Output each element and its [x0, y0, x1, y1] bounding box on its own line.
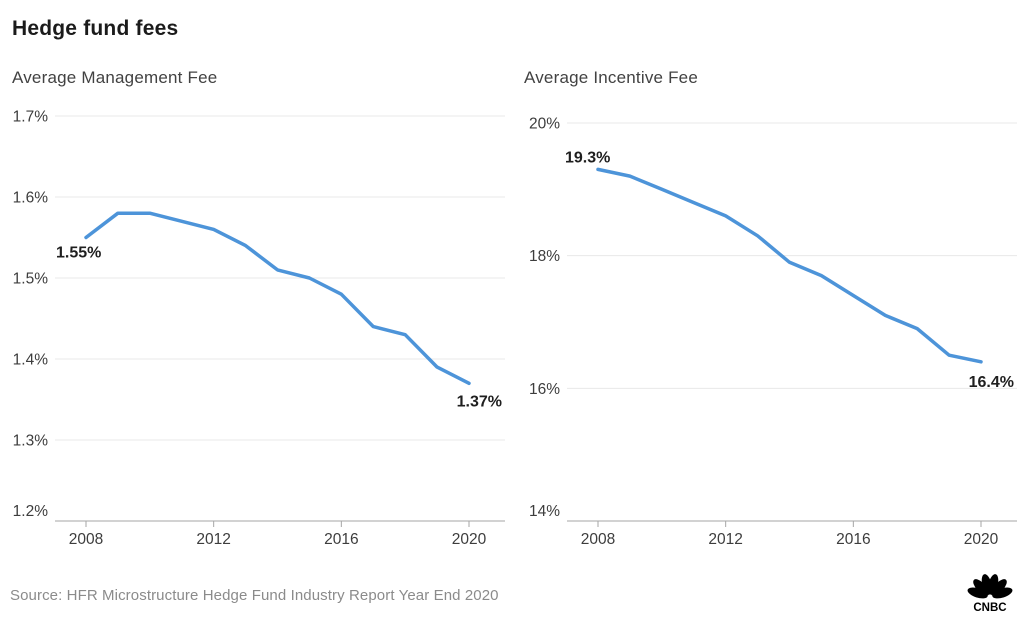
x-tick-label: 2016	[836, 531, 870, 548]
cnbc-peacock-icon	[967, 574, 1013, 599]
cnbc-logo: CNBC	[967, 574, 1013, 613]
x-tick-label: 2008	[69, 531, 103, 548]
management-fee-chart: 1.7% 1.6% 1.5% 1.4% 1.3% 1.2% 2008 2012 2016 2020…	[0, 95, 512, 565]
y-axis-label: 1.7%	[13, 109, 49, 126]
incentive-fee-subtitle: Average Incentive Fee	[524, 68, 698, 87]
y-axis-label: 1.3%	[13, 433, 49, 450]
last-point-label: 16.4%	[969, 374, 1014, 391]
x-tick-label: 2012	[708, 531, 742, 548]
y-axis-label: 14%	[529, 503, 560, 520]
page-title: Hedge fund fees	[12, 17, 179, 40]
x-tick-label: 2016	[324, 531, 358, 548]
source-text: Source: HFR Microstructure Hedge Fund In…	[10, 587, 499, 604]
cnbc-logo-text: CNBC	[973, 602, 1006, 613]
first-point-label: 19.3%	[565, 149, 610, 166]
y-axis-label: 16%	[529, 381, 560, 398]
management-fee-subtitle: Average Management Fee	[12, 68, 218, 87]
incentive-fee-chart: 20% 18% 16% 14% 2008 2012 2016 2020 19.3% 16.4%	[512, 95, 1024, 565]
y-axis-label: 1.4%	[13, 352, 49, 369]
fee-chart-svg: 20% 18% 16% 14% 2008 2012 2016 2020 19.3% 16.4%	[529, 116, 1017, 548]
y-axis-label: 1.5%	[13, 271, 49, 288]
x-tick-label: 2012	[196, 531, 230, 548]
fee-chart-svg: 1.7% 1.6% 1.5% 1.4% 1.3% 1.2% 2008 2012 2016 2020…	[13, 109, 505, 548]
y-axis-label: 20%	[529, 116, 560, 133]
last-point-label: 1.37%	[457, 393, 502, 410]
y-axis-label: 18%	[529, 248, 560, 265]
y-axis-label: 1.6%	[13, 190, 49, 207]
x-tick-label: 2008	[581, 531, 615, 548]
incentive-fee-panel: Average Incentive Fee 20% 18% 16% 14% 2008 20…	[512, 66, 1024, 571]
management-fee-panel: Average Management Fee 1.7% 1.6% 1.5% 1.4% 1…	[0, 66, 512, 571]
fee-line-series	[84, 211, 471, 386]
x-tick-label: 2020	[452, 531, 487, 548]
fee-line-series	[596, 167, 983, 364]
x-tick-label: 2020	[964, 531, 999, 548]
first-point-label: 1.55%	[56, 245, 101, 262]
y-axis-label: 1.2%	[13, 503, 49, 520]
